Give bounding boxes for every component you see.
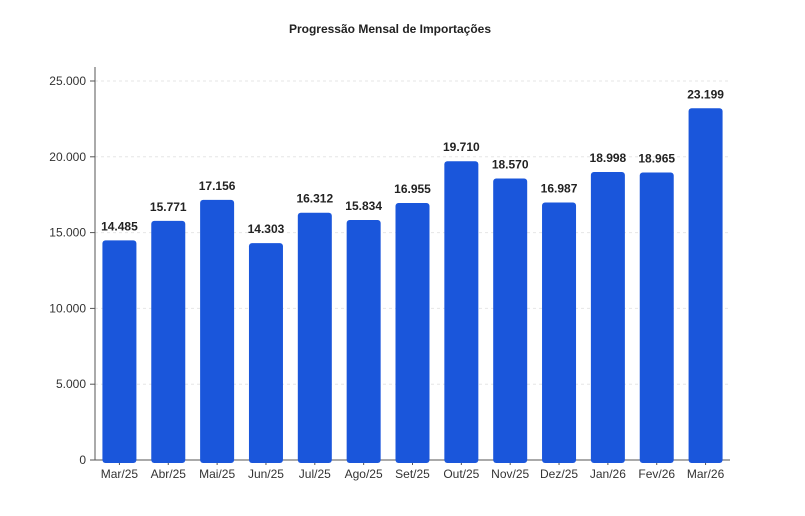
chart-title: Progressão Mensal de Importações bbox=[288, 22, 492, 36]
data-label: 18.570 bbox=[492, 157, 529, 171]
bar bbox=[639, 172, 674, 463]
x-tick-label: Mar/25 bbox=[101, 467, 139, 481]
bar bbox=[493, 178, 528, 463]
data-label: 19.710 bbox=[443, 140, 480, 154]
bar bbox=[590, 171, 625, 463]
data-label: 18.998 bbox=[590, 151, 627, 165]
x-tick-label: Dez/25 bbox=[540, 467, 578, 481]
bar bbox=[151, 220, 186, 463]
axes: 0 5.000 10.000 15.000 20.000 25.000 Mar/25 Abr/… bbox=[49, 67, 730, 481]
bar bbox=[346, 219, 381, 463]
x-tick-label: Nov/25 bbox=[491, 467, 529, 481]
x-tick-label: Ago/25 bbox=[345, 467, 383, 481]
bar bbox=[688, 108, 723, 463]
x-tick-label: Set/25 bbox=[395, 467, 430, 481]
x-tick-label: Abr/25 bbox=[151, 467, 187, 481]
bars bbox=[102, 108, 723, 463]
x-tick-label: Out/25 bbox=[443, 467, 479, 481]
x-tick-label: Mai/25 bbox=[199, 467, 235, 481]
bar bbox=[248, 243, 283, 463]
data-label: 14.303 bbox=[248, 222, 285, 236]
x-tick-label: Jun/25 bbox=[248, 467, 284, 481]
y-tick-label: 15.000 bbox=[49, 226, 86, 240]
bar bbox=[102, 240, 137, 463]
data-label: 18.965 bbox=[638, 151, 675, 165]
bar bbox=[395, 202, 430, 463]
data-label: 16.987 bbox=[541, 181, 578, 195]
y-tick-label: 20.000 bbox=[49, 150, 86, 164]
data-labels: 14.485 15.771 17.156 14.303 16.312 15.834 16.9… bbox=[101, 87, 724, 236]
y-tick-label: 5.000 bbox=[56, 377, 86, 391]
bar bbox=[444, 161, 479, 463]
data-label: 15.771 bbox=[150, 200, 187, 214]
x-tick-label: Mar/26 bbox=[687, 467, 725, 481]
x-tick-label: Jul/25 bbox=[299, 467, 331, 481]
x-tick-label: Fev/26 bbox=[638, 467, 675, 481]
data-label: 23.199 bbox=[687, 87, 724, 101]
data-label: 15.834 bbox=[345, 199, 382, 213]
data-label: 16.955 bbox=[394, 182, 431, 196]
x-tick-label: Jan/26 bbox=[590, 467, 626, 481]
y-tick-label: 0 bbox=[79, 453, 86, 467]
data-label: 16.312 bbox=[296, 192, 333, 206]
bar bbox=[200, 199, 235, 463]
y-tick-label: 10.000 bbox=[49, 301, 86, 315]
bar bbox=[542, 202, 577, 463]
data-label: 14.485 bbox=[101, 219, 138, 233]
data-label: 17.156 bbox=[199, 179, 236, 193]
y-tick-label: 25.000 bbox=[49, 74, 86, 88]
bar bbox=[297, 212, 332, 463]
